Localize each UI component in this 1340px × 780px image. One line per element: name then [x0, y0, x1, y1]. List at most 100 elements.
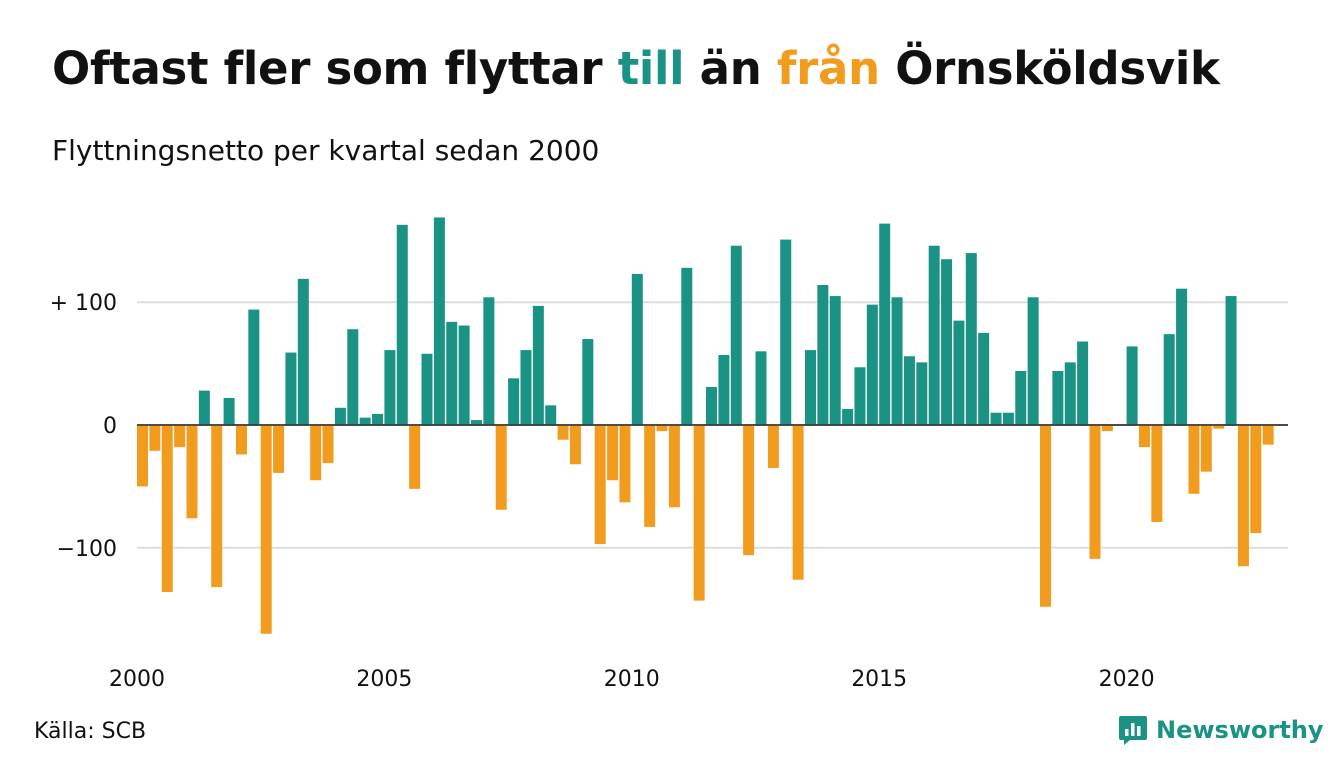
- x-tick-label: 2005: [356, 667, 412, 692]
- bar-q89: [1225, 296, 1237, 425]
- bar-q35: [557, 425, 569, 440]
- bar-q18: [347, 329, 359, 425]
- bar-q19: [359, 417, 371, 425]
- bar-q28: [470, 420, 482, 425]
- bar-q37: [582, 339, 594, 425]
- bar-q10: [248, 309, 260, 425]
- bar-q84: [1163, 334, 1175, 425]
- bar-q70: [990, 412, 1002, 425]
- title-part1: Oftast fler som flyttar: [52, 42, 618, 95]
- bar-q8: [223, 397, 235, 425]
- source-label: Källa: SCB: [34, 719, 147, 744]
- bar-q90: [1237, 425, 1249, 567]
- chart-title: Oftast fler som flyttar till än från Örn…: [52, 42, 1220, 95]
- bar-q34: [545, 405, 557, 425]
- title-part2: än: [684, 42, 777, 95]
- bar-q72: [1015, 370, 1027, 425]
- bar-chart: + 100 0 −100 2000 2005 2010 2015 2020: [50, 217, 1288, 692]
- bar-q63: [903, 356, 915, 425]
- bar-q24: [421, 353, 433, 425]
- bar-q20: [372, 413, 384, 425]
- bar-q92: [1262, 425, 1274, 445]
- bar-q33: [532, 305, 544, 425]
- bar-q79: [1101, 425, 1113, 432]
- bar-q26: [446, 321, 458, 425]
- bar-q66: [941, 259, 953, 425]
- bar-q73: [1027, 297, 1039, 425]
- bar-q76: [1064, 362, 1076, 425]
- bar-q91: [1250, 425, 1262, 534]
- x-tick-label: 2010: [604, 667, 660, 692]
- bar-q41: [631, 273, 643, 425]
- bar-q74: [1040, 425, 1052, 607]
- bar-q39: [607, 425, 619, 481]
- y-tick-label: 0: [103, 414, 117, 439]
- bar-q59: [854, 367, 866, 425]
- logo-text: Newsworthy: [1156, 716, 1324, 744]
- bar-q48: [718, 355, 730, 425]
- bar-q46: [693, 425, 705, 601]
- bar-q49: [730, 245, 742, 425]
- bar-q47: [706, 386, 718, 425]
- bar-q43: [656, 425, 668, 432]
- bar-q38: [594, 425, 606, 545]
- bar-q9: [235, 425, 247, 455]
- bar-q78: [1089, 425, 1101, 559]
- bar-q4: [174, 425, 186, 448]
- bar-q51: [755, 351, 767, 425]
- bar-q83: [1151, 425, 1163, 523]
- chart-subtitle: Flyttningsnetto per kvartal sedan 2000: [52, 134, 600, 167]
- bar-q75: [1052, 370, 1064, 425]
- bar-q50: [743, 425, 755, 556]
- bar-q6: [198, 390, 210, 425]
- bar-q14: [297, 278, 309, 425]
- bar-q61: [879, 223, 891, 425]
- bar-q13: [285, 352, 297, 425]
- bar-q22: [396, 224, 408, 425]
- bar-q5: [186, 425, 198, 519]
- newsworthy-icon: [1119, 716, 1147, 745]
- bar-q67: [953, 320, 965, 425]
- bar-q27: [458, 325, 470, 425]
- bar-q21: [384, 350, 396, 425]
- bar-q53: [780, 239, 792, 425]
- bar-q55: [804, 350, 816, 425]
- bar-q2: [149, 425, 161, 451]
- bar-q52: [767, 425, 779, 468]
- bar-q30: [495, 425, 507, 510]
- bar-q62: [891, 297, 903, 425]
- bar-q25: [433, 217, 445, 425]
- bar-q23: [409, 425, 421, 489]
- y-tick-label: −100: [57, 537, 117, 562]
- bar-q42: [644, 425, 656, 527]
- bar-q1: [137, 425, 148, 487]
- bar-q12: [273, 425, 285, 473]
- title-fran: från: [776, 42, 880, 95]
- bar-q7: [211, 425, 223, 588]
- x-tick-label: 2020: [1099, 667, 1155, 692]
- bar-q15: [310, 425, 322, 481]
- newsworthy-logo: Newsworthy: [1118, 714, 1324, 746]
- bar-q44: [668, 425, 680, 508]
- bar-q40: [619, 425, 631, 503]
- bar-q32: [520, 350, 532, 425]
- title-part3: Örnsköldsvik: [879, 42, 1220, 95]
- bar-q81: [1126, 346, 1138, 425]
- bar-q86: [1188, 425, 1200, 494]
- bar-q58: [842, 409, 854, 425]
- bar-q54: [792, 425, 804, 580]
- x-tick-label: 2015: [851, 667, 907, 692]
- bar-q31: [508, 378, 520, 425]
- y-tick-label: + 100: [50, 291, 117, 316]
- bar-q11: [260, 425, 272, 634]
- bar-q17: [334, 407, 346, 425]
- bar-q68: [965, 253, 977, 425]
- bar-q60: [866, 304, 878, 425]
- bar-q69: [978, 332, 990, 425]
- bar-q85: [1176, 288, 1188, 425]
- bar-q64: [916, 362, 928, 425]
- title-till: till: [617, 42, 685, 95]
- bar-q82: [1138, 425, 1150, 448]
- bar-q77: [1077, 341, 1089, 425]
- bar-q87: [1200, 425, 1212, 472]
